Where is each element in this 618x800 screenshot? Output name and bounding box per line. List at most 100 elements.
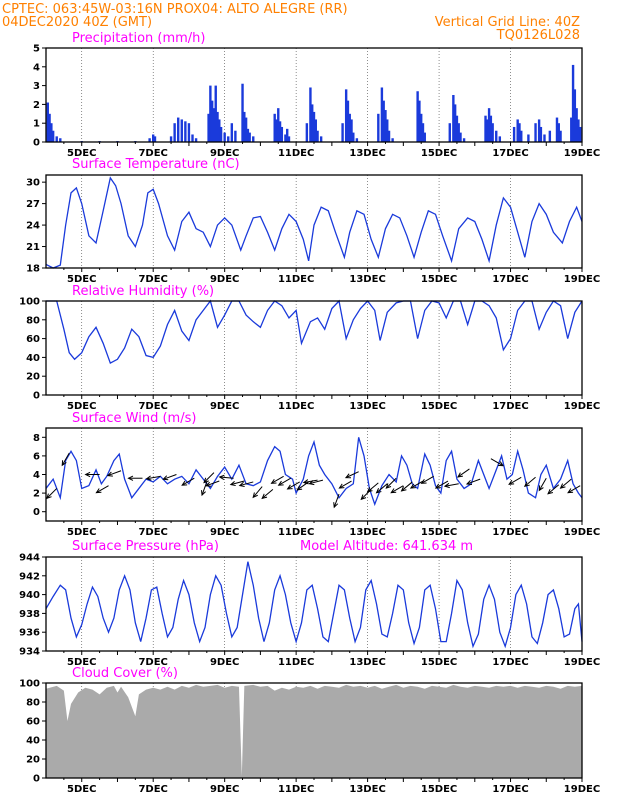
wind-vector-22 — [308, 479, 324, 486]
wind-vector-head-40 — [523, 481, 530, 488]
precip-bar-72 — [423, 132, 426, 142]
wind-vector-11 — [205, 480, 220, 487]
wind-vector-shaft-32 — [410, 480, 424, 489]
wind-vector-head-41 — [538, 485, 544, 492]
wind-vector-21 — [302, 479, 318, 485]
precip-bar-103 — [575, 108, 578, 142]
xtick-label-pres-0: 5DEC — [67, 657, 96, 668]
wind-vector-head-0 — [46, 493, 52, 500]
precip-bar-65 — [386, 119, 389, 142]
panel-title-cloud: Cloud Cover (%) — [72, 666, 178, 681]
precip-bar-23 — [210, 100, 214, 142]
wind-vector-head-3 — [95, 488, 102, 494]
ytick-label-cloud-2: 40 — [26, 736, 40, 747]
xtick-label-pres-1: 7DEC — [138, 657, 167, 668]
precip-bar-39 — [273, 113, 276, 142]
precip-bar-86 — [498, 136, 502, 142]
wind-vector-shaft-43 — [560, 478, 572, 489]
precip-bar-50 — [312, 111, 316, 142]
panel-title-precip: Precipitation (mm/h) — [72, 31, 205, 46]
precip-bar-16 — [180, 119, 183, 142]
wind-vector-head-11 — [205, 481, 212, 487]
panel-precip: 0 1 2 3 4 5 5DEC 7DEC 9DEC 11DEC 13DEC 15DEC 17DEC 19… — [33, 31, 600, 159]
xtick-label-precip-0: 5DEC — [67, 148, 96, 159]
wind-vector-9 — [201, 481, 208, 497]
precip-bar-10 — [148, 138, 151, 142]
wind-vector-head-23 — [333, 502, 339, 509]
wind-vector-head-15 — [252, 492, 258, 499]
wind-vector-shaft-11 — [205, 480, 220, 487]
xtick-label-precip-5: 15DEC — [421, 148, 457, 159]
precip-bar-21 — [207, 113, 210, 142]
panel-frame-rh — [45, 300, 583, 396]
precip-bar-84 — [491, 123, 494, 142]
precip-bar-47 — [305, 123, 309, 142]
xtick-label-precip-7: 19DEC — [564, 148, 600, 159]
xtick-label-temp-6: 17DEC — [492, 274, 528, 285]
precip-bar-57 — [348, 113, 351, 142]
precip-bar-42 — [278, 121, 282, 142]
wind-vector-42 — [547, 484, 560, 495]
precip-bar-68 — [416, 91, 419, 142]
precip-bar-20 — [194, 138, 198, 142]
precip-bar-32 — [234, 130, 237, 142]
precip-bar-63 — [382, 100, 385, 142]
wind-vector-34 — [434, 480, 449, 489]
wind-vector-13 — [229, 480, 245, 487]
wind-vector-shaft-16 — [261, 488, 274, 499]
xtick-label-temp-2: 9DEC — [210, 274, 239, 285]
ytick-label-pres-0: 934 — [19, 647, 40, 658]
xtick-label-wind-1: 7DEC — [138, 527, 167, 538]
precip-bar-81 — [486, 119, 489, 142]
ytick-label-cloud-5: 100 — [19, 679, 40, 690]
precip-bar-70 — [420, 113, 423, 142]
wind-vector-36 — [457, 468, 470, 478]
precip-bar-19 — [191, 134, 194, 142]
wind-vector-shaft-24 — [339, 480, 352, 489]
ytick-label-cloud-1: 20 — [26, 755, 40, 766]
xtick-label-precip-3: 11DEC — [278, 148, 314, 159]
wind-vector-33 — [420, 475, 434, 484]
wind-vector-31 — [400, 481, 413, 492]
ytick-label-precip-4: 4 — [33, 62, 40, 73]
ytick-label-cloud-3: 60 — [26, 717, 40, 728]
ytick-label-pres-1: 936 — [19, 628, 40, 639]
wind-vector-head-42 — [547, 488, 554, 495]
wind-vector-1 — [61, 452, 70, 467]
wind-vector-shaft-6 — [146, 475, 161, 480]
wind-vector-head-12 — [218, 474, 225, 480]
wind-vector-shaft-13 — [230, 480, 245, 486]
wind-vector-head-37 — [465, 480, 473, 485]
xtick-label-temp-0: 5DEC — [67, 274, 96, 285]
wind-vector-32 — [409, 480, 424, 489]
wind-vector-41 — [538, 477, 547, 492]
panel-title-temp: Surface Temperature (nC) — [72, 157, 240, 172]
wind-vector-shaft-19 — [287, 481, 300, 490]
ytick-label-precip-1: 1 — [33, 119, 40, 130]
wind-vector-23 — [333, 493, 340, 509]
wind-vector-head-26 — [360, 494, 367, 501]
precip-bar-41 — [277, 108, 280, 142]
precip-bar-13 — [169, 136, 173, 142]
wind-vector-head-2 — [84, 471, 91, 478]
xtick-label-temp-4: 13DEC — [349, 274, 385, 285]
wind-vector-shaft-41 — [538, 477, 547, 491]
xtick-label-rh-7: 19DEC — [564, 401, 600, 412]
precip-bar-90 — [520, 130, 523, 142]
xtick-label-precip-1: 7DEC — [138, 148, 167, 159]
wind-vector-head-21 — [302, 479, 309, 485]
precip-bar-87 — [512, 126, 516, 142]
precip-bar-67 — [391, 138, 394, 142]
precip-bar-43 — [280, 126, 284, 142]
precip-bar-62 — [380, 87, 384, 142]
wind-vector-head-32 — [409, 483, 416, 489]
precip-bar-14 — [173, 123, 176, 142]
precip-bar-101 — [571, 64, 575, 142]
precip-bar-28 — [219, 126, 223, 142]
xtick-label-cloud-4: 13DEC — [349, 784, 385, 795]
wind-vector-24 — [338, 480, 352, 489]
precip-bar-44 — [284, 134, 287, 142]
wind-series-line — [45, 437, 583, 507]
ytick-label-rh-3: 60 — [26, 334, 40, 345]
wind-vector-shaft-25 — [345, 471, 359, 479]
